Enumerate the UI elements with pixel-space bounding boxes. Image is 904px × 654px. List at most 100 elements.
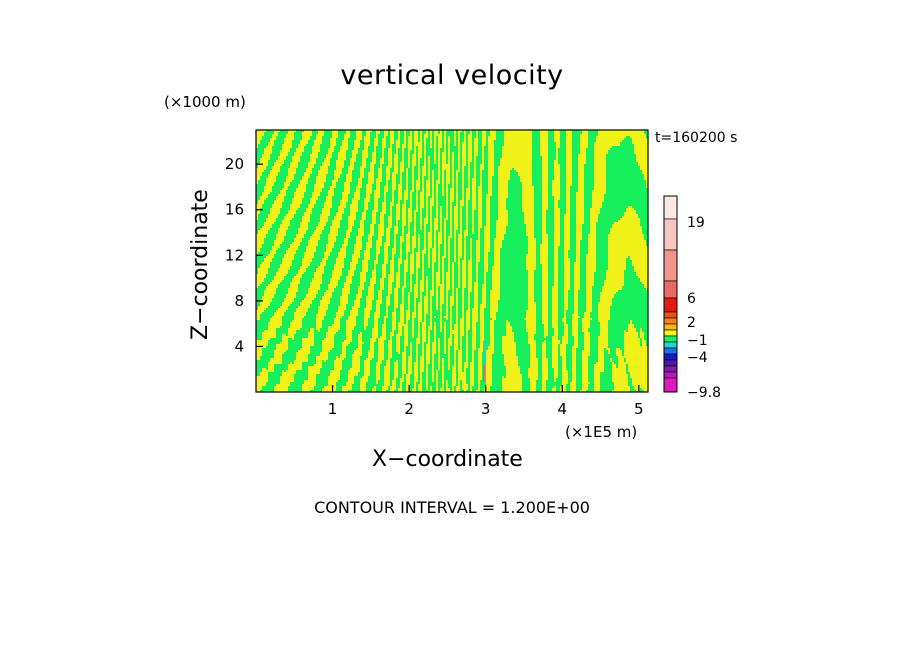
field-cell — [460, 142, 463, 145]
field-cell — [290, 184, 299, 187]
field-cell — [322, 190, 329, 193]
field-cell — [594, 186, 607, 189]
field-cell — [422, 134, 425, 137]
field-cell — [456, 204, 459, 207]
field-cell — [534, 204, 543, 207]
field-cell — [608, 240, 647, 243]
field-cell — [484, 258, 489, 261]
field-cell — [320, 150, 329, 153]
field-cell — [374, 170, 379, 173]
field-cell — [406, 238, 411, 241]
field-cell — [412, 208, 417, 211]
field-cell — [392, 256, 395, 259]
field-cell — [276, 198, 285, 201]
field-cell — [444, 244, 447, 247]
field-cell — [450, 166, 453, 169]
field-cell — [374, 194, 381, 197]
field-cell — [594, 176, 607, 179]
field-cell — [470, 130, 473, 133]
field-cell — [428, 260, 431, 263]
field-cell — [464, 192, 467, 195]
field-cell — [462, 250, 465, 253]
field-cell — [488, 256, 495, 259]
field-cell — [554, 164, 561, 167]
field-cell — [476, 268, 479, 271]
field-cell — [450, 214, 453, 217]
field-cell — [428, 238, 433, 241]
field-cell — [286, 194, 295, 197]
field-cell — [482, 216, 487, 219]
field-cell — [392, 160, 395, 163]
field-cell — [444, 170, 447, 173]
field-cell — [468, 208, 473, 211]
field-cell — [456, 198, 459, 201]
field-cell — [342, 170, 349, 173]
field-cell — [448, 212, 451, 215]
field-cell — [290, 206, 301, 209]
field-cell — [466, 152, 469, 155]
field-cell — [374, 192, 381, 195]
field-cell — [444, 264, 449, 267]
field-cell — [458, 218, 461, 221]
field-cell — [542, 202, 549, 205]
field-cell — [458, 162, 461, 165]
field-cell — [312, 196, 319, 199]
field-cell — [570, 192, 577, 195]
field-cell — [440, 226, 443, 229]
field-cell — [424, 240, 427, 243]
field-cell — [392, 188, 397, 191]
field-cell — [486, 140, 489, 143]
field-cell — [488, 252, 495, 255]
field-cell — [548, 206, 555, 209]
field-cell — [568, 250, 577, 253]
field-cell — [398, 222, 403, 225]
field-cell — [444, 184, 447, 187]
field-cell — [454, 248, 457, 251]
field-cell — [420, 168, 423, 171]
field-cell — [338, 230, 347, 233]
field-cell — [426, 248, 429, 251]
field-cell — [444, 228, 447, 231]
field-cell — [468, 182, 471, 185]
field-cell — [494, 252, 501, 255]
field-cell — [272, 204, 283, 207]
field-cell — [370, 136, 377, 139]
field-cell — [438, 220, 441, 223]
field-cell — [422, 186, 425, 189]
field-cell — [286, 252, 297, 255]
field-cell — [452, 220, 455, 223]
field-cell — [360, 142, 365, 145]
field-cell — [568, 252, 577, 255]
field-cell — [402, 226, 405, 229]
field-cell — [528, 236, 535, 239]
field-cell — [352, 198, 361, 201]
field-cell — [494, 160, 501, 163]
field-cell — [256, 262, 263, 265]
field-cell — [306, 248, 317, 251]
field-cell — [356, 242, 363, 245]
field-cell — [576, 210, 585, 213]
field-cell — [498, 204, 507, 207]
field-cell — [580, 142, 589, 145]
field-cell — [378, 204, 383, 207]
field-cell — [462, 158, 467, 161]
field-cell — [340, 200, 349, 203]
field-cell — [390, 130, 395, 133]
field-cell — [560, 184, 567, 187]
field-cell — [554, 226, 561, 229]
field-cell — [358, 150, 363, 153]
field-cell — [432, 146, 435, 149]
field-cell — [448, 152, 451, 155]
field-cell — [344, 164, 351, 167]
field-cell — [476, 202, 479, 205]
field-cell — [460, 150, 463, 153]
field-cell — [490, 236, 497, 239]
field-cell — [576, 198, 585, 201]
field-cell — [332, 132, 339, 135]
field-cell — [466, 188, 471, 191]
field-cell — [466, 190, 471, 193]
field-cell — [374, 168, 379, 171]
field-cell — [270, 262, 283, 265]
field-cell — [542, 160, 549, 163]
field-cell — [386, 142, 391, 145]
